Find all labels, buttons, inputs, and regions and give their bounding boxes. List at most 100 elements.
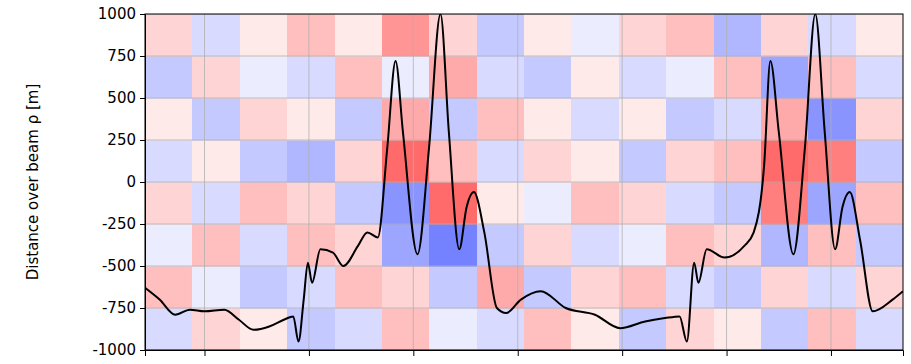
heat-cell [524, 98, 571, 141]
heat-cell [571, 140, 620, 183]
heat-cell [429, 98, 478, 141]
grid-line [145, 308, 903, 309]
heat-cell [571, 224, 620, 267]
heat-cell [192, 266, 241, 309]
heat-cell [666, 56, 715, 99]
heat-cell [240, 98, 287, 141]
tick: 1000 [98, 5, 145, 23]
heat-cell [192, 224, 241, 267]
heat-cell [382, 14, 429, 57]
heat-cell [761, 140, 808, 183]
heat-cell [619, 140, 666, 183]
heat-cell [145, 56, 192, 99]
heat-cell [192, 56, 241, 99]
heat-cell [382, 56, 429, 99]
heat-cell [145, 308, 192, 350]
heat-cell [335, 14, 382, 57]
tick: -250 [102, 215, 145, 233]
heat-cell [287, 56, 336, 99]
plot: -1000 -750 -500 -250 0 250 500 750 1000 [92, 5, 903, 359]
heat-cell [524, 308, 571, 350]
tick-mark [140, 308, 145, 309]
heat-cell [429, 266, 478, 309]
tick-mark [205, 350, 206, 356]
heat-cell [145, 140, 192, 183]
heat-cell [619, 266, 666, 309]
heat-cell [761, 308, 808, 350]
heat-cell [856, 266, 903, 309]
grid-line [145, 140, 903, 141]
tick [309, 350, 310, 356]
heat-cell [714, 14, 761, 57]
heat-cell [240, 224, 287, 267]
tick-mark [140, 56, 145, 57]
heat-cell [808, 56, 857, 99]
heat-cell [335, 140, 382, 183]
profile-line [145, 14, 903, 342]
tick-label: 250 [107, 131, 136, 149]
tick-label: -1000 [92, 341, 136, 359]
heat-cell [856, 56, 903, 99]
tick-label: -500 [102, 257, 136, 275]
tick-label: -750 [102, 299, 136, 317]
heat-cell [619, 56, 666, 99]
heat-cell [145, 224, 192, 267]
tick-mark [831, 350, 832, 356]
axis-line [140, 15, 146, 351]
tick-mark [140, 266, 145, 267]
tick [413, 350, 414, 356]
heat-cell [666, 140, 715, 183]
tick-mark [140, 350, 145, 351]
heat-cell [429, 56, 478, 99]
heat-cell [619, 98, 666, 141]
heat-cell [429, 224, 478, 267]
heat-cell [524, 140, 571, 183]
heat-cell [856, 140, 903, 183]
heat-cell [666, 224, 715, 267]
plot-area [145, 14, 903, 350]
heat-cell [335, 182, 382, 225]
tick-mark [309, 350, 310, 356]
tick-label: 500 [107, 89, 136, 107]
heat-cell [192, 140, 241, 183]
heat-cell [382, 266, 429, 309]
tick: -1000 [92, 341, 145, 359]
heat-cell [287, 14, 336, 57]
x-axis [146, 350, 904, 356]
tick-mark [140, 140, 145, 141]
tick: 0 [126, 173, 145, 191]
heat-cell [571, 266, 620, 309]
tick: 750 [107, 47, 145, 65]
heat-cell [808, 266, 857, 309]
heat-cell [808, 14, 857, 57]
heat-cell [714, 56, 761, 99]
plot-frame [145, 14, 903, 350]
tick [518, 350, 519, 356]
tick: 500 [107, 89, 145, 107]
heat-cell [145, 98, 192, 141]
chart: -1000 -750 -500 -250 0 250 500 750 1000 Distance … [0, 0, 911, 364]
heat-cell [666, 182, 715, 225]
heat-cell [240, 182, 287, 225]
heat-cell [145, 266, 192, 309]
tick-mark [622, 350, 623, 356]
heat-cell [335, 56, 382, 99]
heat-cell [335, 266, 382, 309]
heat-cell [808, 308, 857, 350]
heat-cell [619, 224, 666, 267]
heat-cell [714, 308, 761, 350]
heat-cell [145, 182, 192, 225]
tick: -750 [102, 299, 145, 317]
axis-line [146, 351, 904, 357]
tick [622, 350, 623, 356]
heat-cell [619, 14, 666, 57]
heat-cell [714, 266, 761, 309]
tick-label: -250 [102, 215, 136, 233]
grid-line [145, 224, 903, 225]
heat-cell [192, 182, 241, 225]
heat-cell [240, 140, 287, 183]
y-axis-title: Distance over beam ρ [m] [24, 84, 42, 281]
y-axis: -1000 -750 -500 -250 0 250 500 750 1000 [92, 5, 145, 359]
tick [205, 350, 206, 356]
heat-cell [666, 98, 715, 141]
